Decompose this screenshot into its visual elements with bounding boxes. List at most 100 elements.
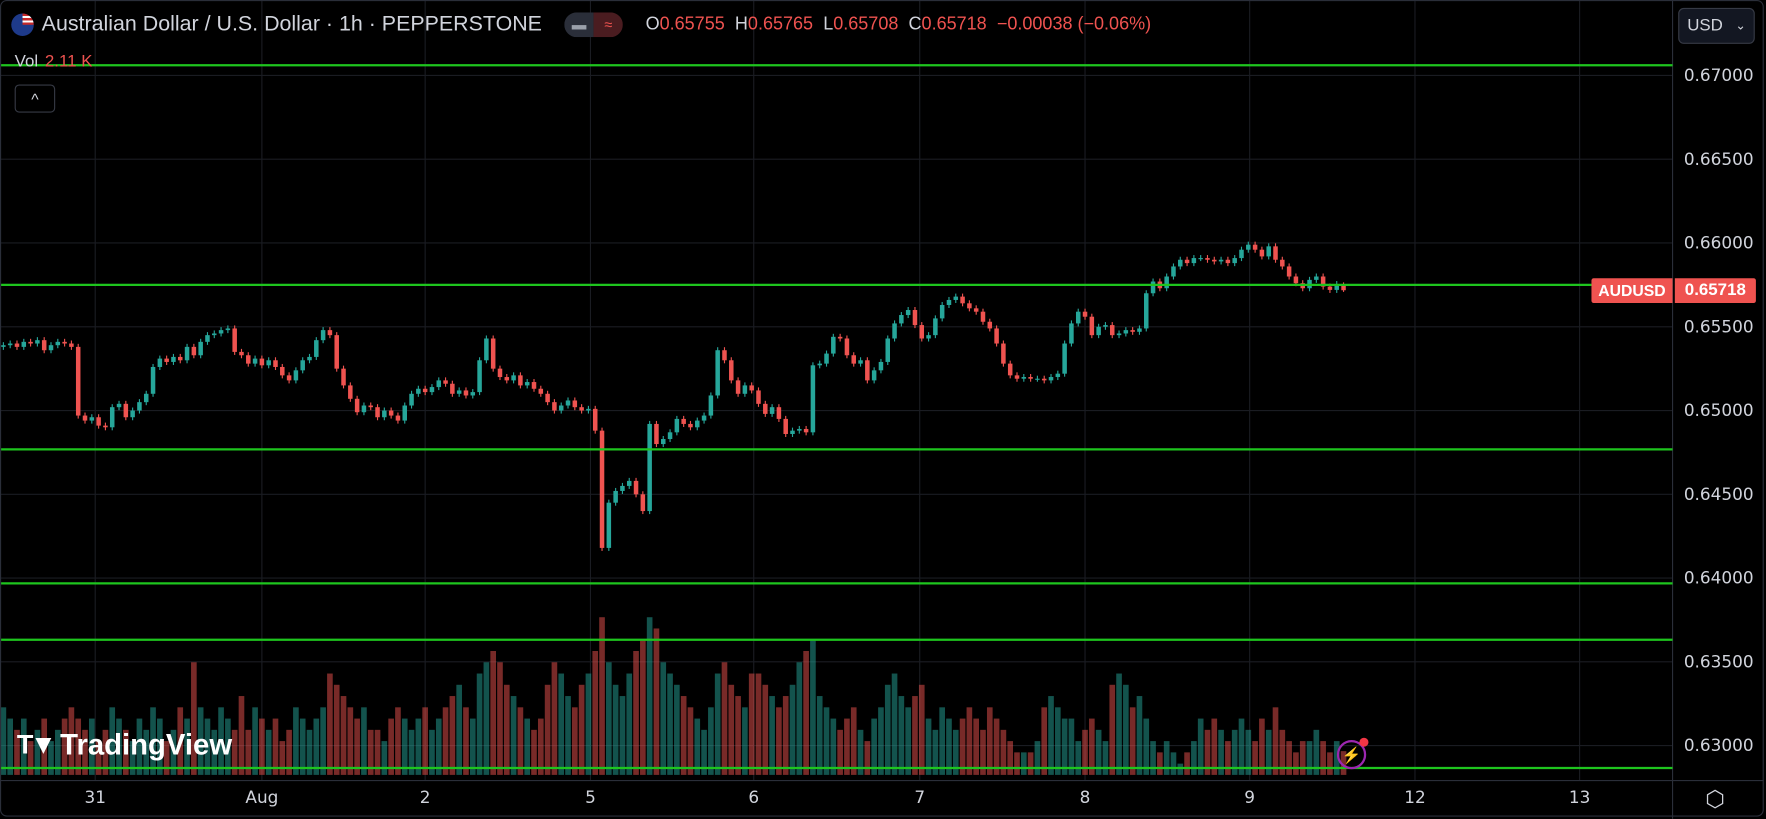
candle-body: [300, 360, 305, 371]
candle-body: [1246, 244, 1251, 250]
candle-body: [48, 345, 54, 351]
candle-body: [905, 310, 911, 316]
volume-bar: [1020, 752, 1027, 775]
minus-icon[interactable]: ▬: [564, 12, 594, 38]
candle-body: [218, 330, 224, 334]
settings-icon[interactable]: ⬡: [1705, 787, 1725, 813]
volume-bar: [347, 707, 354, 775]
candle-body: [1109, 325, 1115, 336]
volume-bar: [367, 729, 374, 775]
legend-toggle-pill[interactable]: ▬ ≈: [564, 12, 624, 38]
candle-body: [1001, 343, 1006, 364]
candle-body: [143, 393, 149, 403]
candle-body: [803, 428, 809, 433]
candle-body: [674, 418, 680, 433]
volume-value: 2.11 K: [44, 51, 93, 71]
candle-body: [851, 355, 856, 364]
volume-bar: [742, 707, 748, 775]
volume-bar: [1245, 729, 1252, 775]
candle-body: [470, 392, 476, 396]
volume-bar: [986, 707, 993, 775]
volume-bar: [1014, 752, 1020, 775]
volume-bar: [143, 729, 150, 775]
volume-bar: [844, 718, 850, 775]
candle-body: [1075, 311, 1081, 324]
close-value: 0.65718: [921, 14, 987, 34]
volume-bar: [401, 718, 408, 775]
volume-bar: [320, 707, 326, 775]
volume-bar: [129, 741, 136, 775]
candle-body: [960, 296, 965, 304]
volume-bar: [1089, 718, 1095, 775]
volume-bar: [1007, 741, 1014, 775]
candle-body: [35, 340, 40, 344]
candle-body: [1273, 246, 1278, 260]
candle-body: [967, 303, 972, 309]
candle-body: [871, 370, 877, 381]
candle-body: [606, 502, 612, 548]
tradingview-logo[interactable]: T▼ TradingView: [17, 728, 232, 763]
candle-body: [130, 410, 135, 418]
volume-bar: [41, 718, 48, 775]
candle-body: [953, 296, 959, 300]
candle-body: [28, 341, 33, 344]
candle-body: [252, 358, 258, 364]
volume-bar: [1068, 718, 1075, 775]
candle-body: [933, 318, 938, 336]
candle-body: [667, 432, 673, 440]
volume-bar: [1225, 741, 1231, 775]
candle-body: [1314, 276, 1319, 280]
volume-bar: [279, 741, 286, 775]
candle-body: [55, 341, 61, 346]
volume-bar: [857, 729, 864, 775]
volume-bar: [374, 729, 381, 775]
volume-bar: [640, 639, 646, 775]
volume-bar: [170, 729, 177, 775]
candle-body: [1184, 259, 1190, 264]
volume-bar: [1279, 729, 1286, 775]
volume-bar: [1238, 718, 1245, 775]
volume-bar: [395, 707, 401, 775]
candle-body: [1293, 276, 1299, 284]
volume-bar: [1163, 741, 1170, 775]
volume-bar: [313, 718, 320, 775]
volume-bar: [1034, 741, 1041, 775]
volume-legend[interactable]: Vol 2.11 K: [15, 52, 93, 71]
volume-bar: [606, 662, 612, 775]
candle-body: [865, 360, 870, 381]
collapse-legend-button[interactable]: ^: [14, 84, 56, 113]
volume-bar: [1272, 707, 1279, 775]
candle-body: [586, 408, 591, 411]
volume-bar: [1286, 741, 1292, 775]
approx-icon[interactable]: ≈: [593, 12, 624, 38]
candle-body: [708, 395, 714, 416]
currency-button[interactable]: USD ⌄: [1678, 7, 1755, 44]
volume-bar: [762, 684, 769, 775]
volume-bar: [850, 707, 857, 775]
legend-header: Australian Dollar / U.S. Dollar · 1h · P…: [11, 10, 1151, 39]
volume-bar: [89, 718, 95, 775]
volume-bar: [1231, 729, 1238, 775]
volume-bar: [905, 707, 911, 775]
volume-bar: [1333, 741, 1340, 775]
volume-bar: [748, 673, 755, 775]
volume-bar: [1136, 696, 1143, 775]
volume-bar: [674, 684, 680, 775]
candle-body: [409, 393, 414, 406]
symbol-title[interactable]: Australian Dollar / U.S. Dollar · 1h · P…: [41, 12, 542, 37]
volume-bar: [333, 684, 340, 775]
candle-body: [701, 415, 707, 421]
volume-bar: [891, 673, 898, 775]
candle-body: [1041, 378, 1047, 381]
candle-body: [769, 407, 775, 414]
price-tick-label: 0.63500: [1684, 651, 1754, 671]
volume-bar: [959, 718, 966, 775]
volume-bar: [1218, 729, 1224, 775]
lightning-icon[interactable]: ⚡: [1336, 737, 1369, 770]
currency-label: USD: [1687, 15, 1723, 35]
candle-body: [341, 368, 346, 386]
volume-bar: [422, 707, 428, 775]
